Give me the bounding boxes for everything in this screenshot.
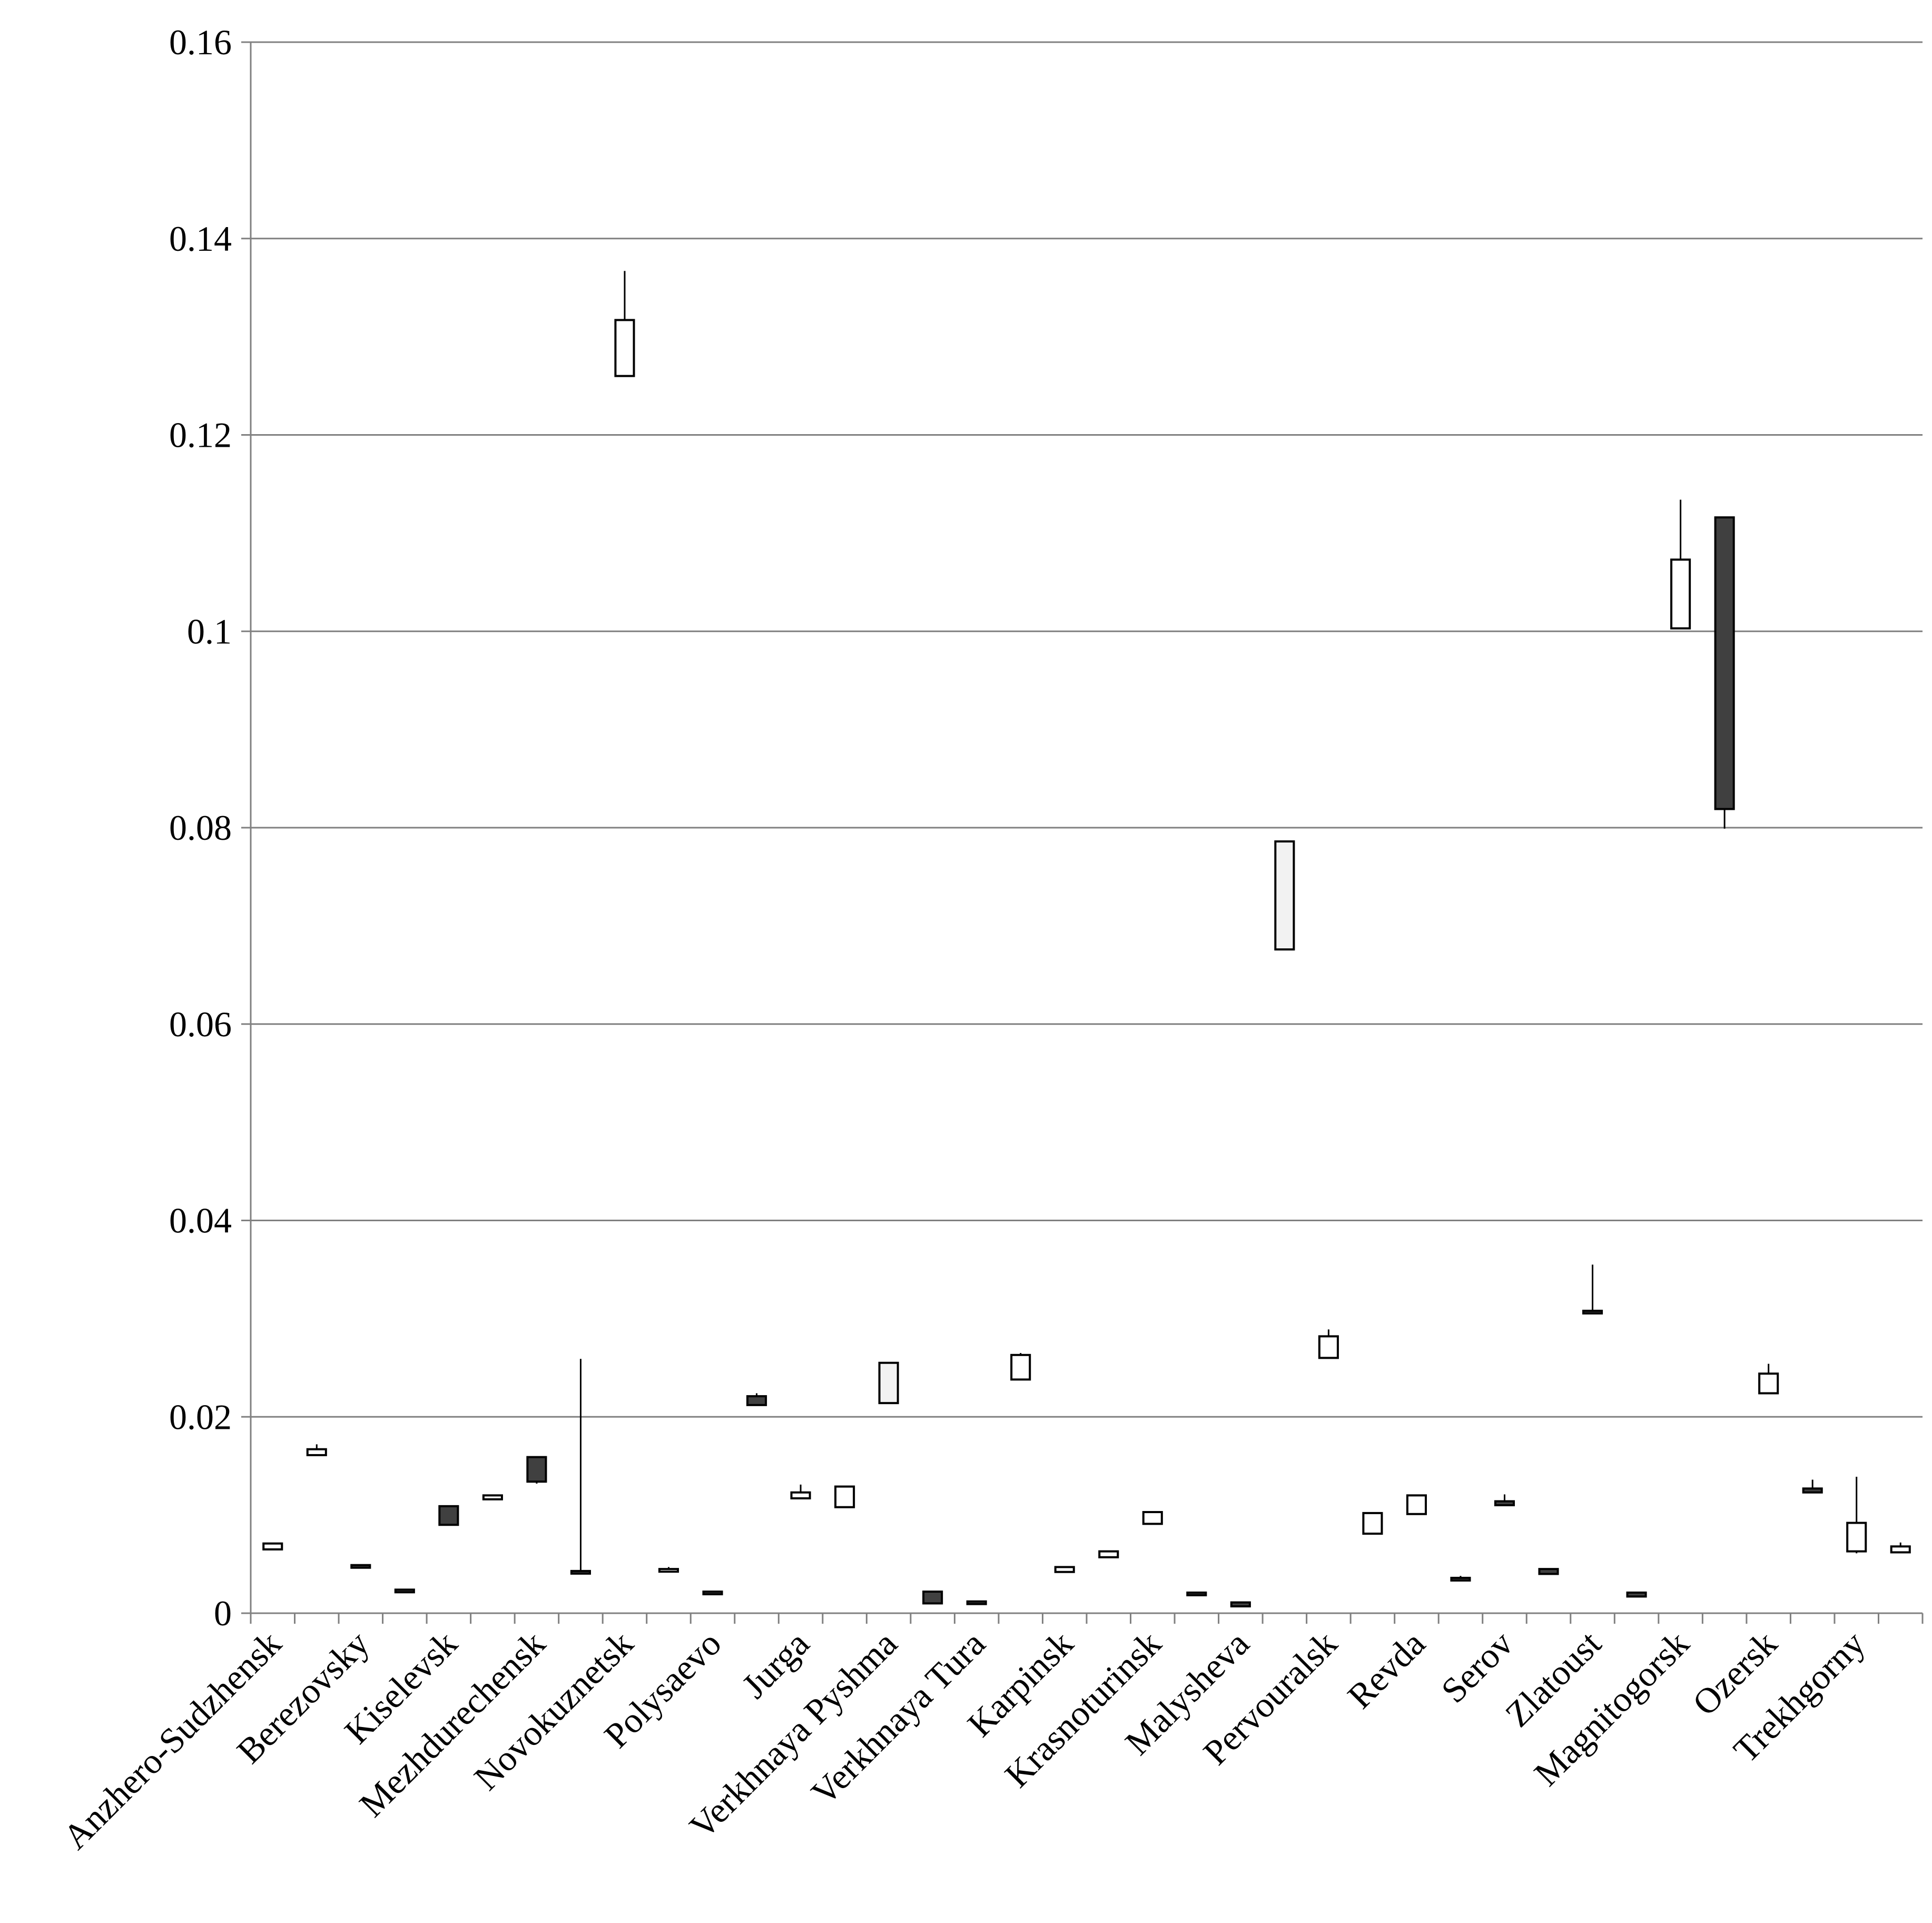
candle [1538,1568,1559,1575]
y-tick-label: 0.1 [187,611,232,651]
candle [1142,1511,1163,1525]
candle [526,1456,547,1484]
candle-body [1186,1591,1207,1596]
y-tick-label: 0.02 [169,1397,232,1437]
candle [1010,1353,1031,1381]
candle [1802,1479,1823,1494]
candle [570,1359,591,1575]
candle [878,1361,899,1405]
candle-body [482,1494,503,1500]
candle-body [790,1491,811,1499]
candle [1230,1601,1251,1607]
candle-body [570,1569,591,1575]
candle [1054,1566,1075,1573]
candle [1714,516,1735,829]
candle [834,1485,855,1508]
candle-body [1582,1309,1603,1314]
candlesticks [262,271,1911,1607]
candle-body [922,1590,943,1605]
candle [306,1444,327,1456]
y-tick-label: 0.06 [169,1004,232,1044]
candle [394,1588,415,1594]
y-tick-label: 0.04 [169,1201,232,1241]
candle-body [1098,1550,1119,1558]
y-tick-label: 0.12 [169,415,232,455]
y-tick-label: 0.08 [169,808,232,848]
candle [1186,1591,1207,1596]
candle-body [746,1395,767,1406]
candle [966,1600,987,1605]
candle [702,1590,723,1595]
candle-body [1538,1568,1559,1575]
candle [1098,1550,1119,1558]
axes [241,41,1924,1624]
x-category-label: Jurga [734,1623,817,1706]
x-category-label: Magnitogorsk [1526,1623,1697,1794]
candle [482,1494,503,1500]
y-tick-label: 0.14 [169,219,232,259]
candle-body [834,1485,855,1508]
candle-body [702,1590,723,1595]
candle-body [1054,1566,1075,1573]
candle [614,271,635,377]
candle-body [1010,1353,1031,1381]
candle-body [1714,516,1735,810]
candle-body [1406,1494,1427,1515]
candle [262,1542,283,1551]
candle-body [1450,1576,1471,1582]
candle-body [306,1448,327,1456]
candle-body [658,1568,679,1573]
candle [1670,499,1691,630]
candle [1494,1494,1515,1506]
gridlines [251,41,1923,1418]
candle-body [1890,1545,1911,1554]
candle-body [1758,1372,1779,1395]
candle-body [438,1505,459,1526]
x-category-label: Revda [1339,1623,1433,1716]
candle [922,1590,943,1605]
candle-body [1846,1522,1867,1553]
candle [350,1564,371,1569]
candle [1890,1542,1911,1554]
candle [1846,1476,1867,1554]
candle [1626,1591,1647,1598]
candle [1318,1329,1339,1359]
candle-body [1274,840,1295,951]
candle [746,1393,767,1406]
candle-body [262,1542,283,1551]
x-axis-category-labels: Anzhero-SudzhenskBerezovskyKiselevskMezh… [55,1623,1873,1857]
candle [438,1505,459,1526]
candle [1274,840,1295,951]
candle-body [1362,1512,1383,1535]
candle [1582,1264,1603,1314]
candle-body [526,1456,547,1483]
candle-body [878,1361,899,1405]
candle-body [1230,1601,1251,1607]
candle [658,1567,679,1573]
candle [1758,1363,1779,1395]
candle-body [350,1564,371,1569]
candle-body [1626,1591,1647,1598]
candle-body [966,1600,987,1605]
candle-body [394,1588,415,1594]
candle [790,1484,811,1499]
candle-body [1670,558,1691,630]
candle [1450,1576,1471,1582]
candle [1406,1494,1427,1515]
candle-body [614,319,635,377]
candle-body [1802,1487,1823,1494]
candle-body [1494,1500,1515,1506]
candle [1362,1512,1383,1535]
candle-body [1318,1335,1339,1359]
y-tick-label: 0.16 [169,22,232,62]
y-tick-label: 0 [214,1593,232,1633]
candle-body [1142,1511,1163,1525]
y-axis-tick-labels: 0 0.02 0.04 0.06 0.08 0.1 0.12 0.14 0.16 [169,22,232,1633]
